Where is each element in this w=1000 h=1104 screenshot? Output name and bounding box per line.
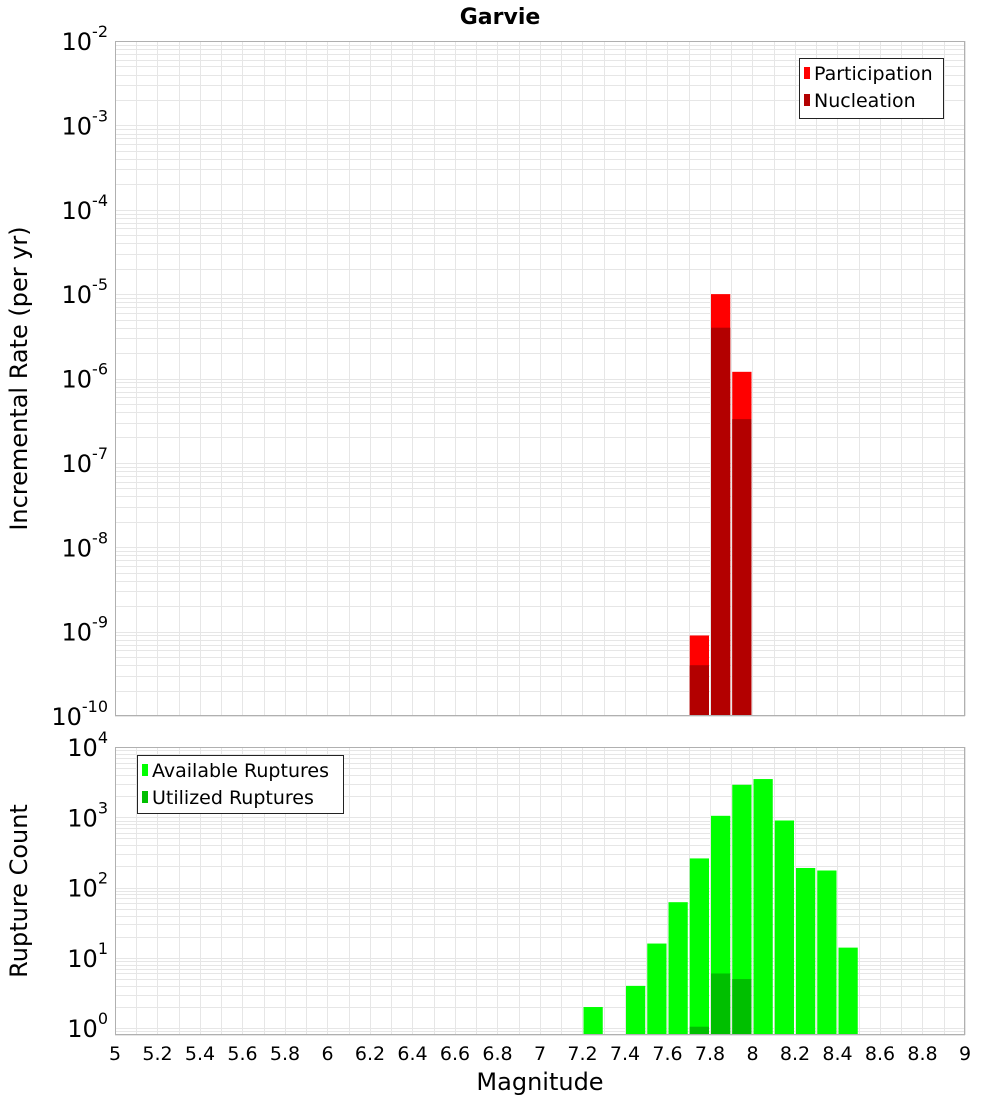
x-tick-label: 5.6 — [227, 1043, 257, 1065]
y-tick-label: 10-9 — [62, 613, 109, 647]
bar — [583, 1007, 603, 1035]
x-tick-label: 8.6 — [865, 1043, 895, 1065]
legend: Available Ruptures Utilized Ruptures — [137, 755, 344, 814]
bar — [711, 327, 731, 716]
bar — [689, 665, 709, 716]
x-tick-label: 8 — [746, 1043, 758, 1065]
legend-swatch — [142, 764, 148, 776]
x-tick-label: 5.2 — [142, 1043, 172, 1065]
bar — [796, 867, 816, 1035]
legend-box — [137, 755, 344, 814]
y-axis-label: Rupture Count — [5, 804, 33, 978]
grid-lines — [115, 41, 966, 717]
x-tick-label: 6.6 — [440, 1043, 470, 1065]
x-tick-label: 7.4 — [610, 1043, 640, 1065]
panel-1: 10-2 10-3 10-4 10-5 10-6 10-7 10-8 10-9 10-10 Inc… — [5, 22, 966, 731]
legend-box — [799, 58, 944, 119]
y-tick-label: 10-2 — [62, 22, 109, 56]
chart-title: Garvie — [460, 5, 541, 30]
x-axis-label: Magnitude — [476, 1068, 603, 1096]
y-tick-label: 102 — [67, 869, 108, 903]
legend-swatch — [142, 791, 148, 803]
x-tick-label: 7.6 — [652, 1043, 682, 1065]
x-tick-label: 6.2 — [355, 1043, 385, 1065]
bar — [732, 419, 752, 716]
x-tick-label: 8.2 — [780, 1043, 810, 1065]
bar — [626, 985, 646, 1035]
bar — [668, 902, 688, 1035]
panel-2: 104 103 102 101 100 Rupture Count Available Ru… — [5, 728, 966, 1043]
legend: Participation Nucleation — [799, 58, 944, 119]
legend-label: Utilized Ruptures — [152, 787, 314, 809]
x-tick-label: 8.8 — [907, 1043, 937, 1065]
x-tick-label: 8.4 — [822, 1043, 852, 1065]
y-tick-label: 10-8 — [62, 528, 109, 562]
legend-label: Participation — [814, 63, 933, 85]
bar — [732, 784, 752, 1035]
x-tick-label: 6 — [321, 1043, 333, 1065]
y-tick-label: 100 — [67, 1009, 108, 1043]
y-tick-label: 10-4 — [62, 191, 109, 225]
series-2 — [689, 327, 752, 716]
x-tick-label: 9 — [959, 1043, 971, 1065]
y-tick-label: 104 — [67, 728, 108, 762]
plot-frame — [115, 41, 965, 716]
y-tick-label: 10-3 — [62, 106, 109, 140]
bar — [689, 1026, 709, 1035]
x-tick-label: 7.2 — [567, 1043, 597, 1065]
legend-swatch — [804, 94, 810, 106]
x-tick-label: 5.4 — [185, 1043, 215, 1065]
y-tick-label: 10-10 — [51, 697, 108, 731]
y-axis-label: Incremental Rate (per yr) — [5, 226, 33, 530]
x-tick-label: 5.8 — [270, 1043, 300, 1065]
x-tick-label: 6.4 — [397, 1043, 427, 1065]
x-tick-label: 6.8 — [482, 1043, 512, 1065]
plot-frame — [115, 747, 965, 1035]
y-tick-label: 10-5 — [62, 275, 109, 309]
legend-label: Nucleation — [814, 90, 916, 112]
y-tick-label: 10-6 — [62, 360, 109, 394]
x-tick-label: 7 — [534, 1043, 546, 1065]
legend-swatch — [804, 67, 810, 79]
bar — [817, 870, 837, 1035]
bar — [689, 858, 709, 1035]
bar — [774, 820, 794, 1035]
y-tick-label: 103 — [67, 798, 108, 832]
x-tick-label: 5 — [109, 1043, 121, 1065]
bar — [711, 973, 731, 1035]
bar — [732, 979, 752, 1035]
y-tick-label: 10-7 — [62, 444, 109, 478]
legend-label: Available Ruptures — [152, 760, 329, 782]
y-tick-label: 101 — [67, 939, 108, 973]
bar — [647, 943, 667, 1035]
series-2 — [689, 973, 752, 1035]
bar — [838, 947, 858, 1035]
x-tick-label: 7.8 — [695, 1043, 725, 1065]
bar — [753, 779, 773, 1035]
